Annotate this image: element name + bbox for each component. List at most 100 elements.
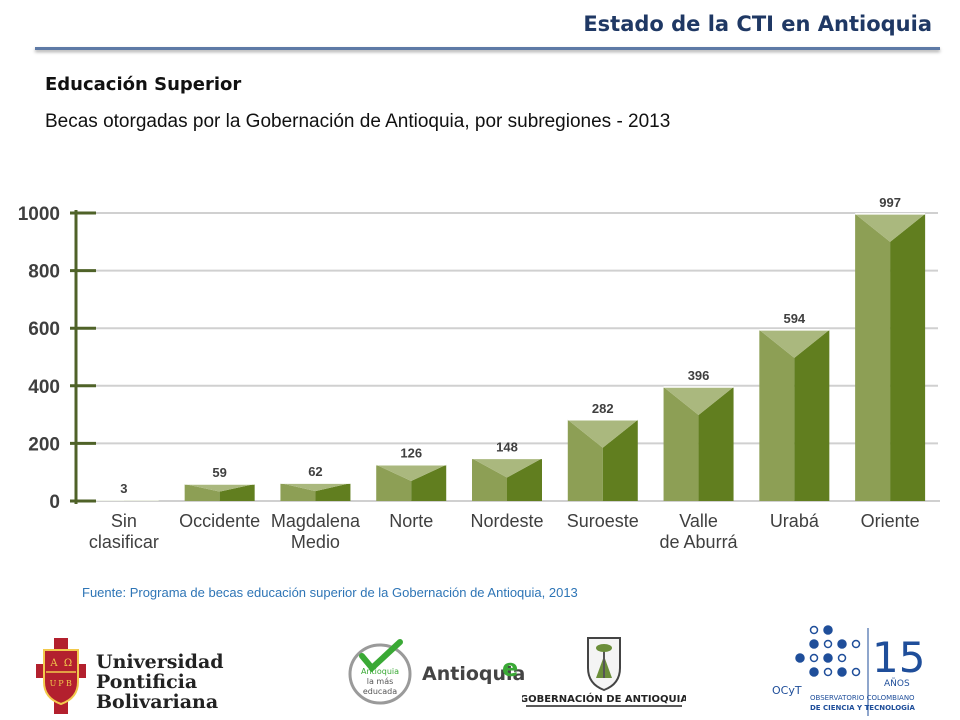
ocyt-dot	[851, 639, 861, 649]
upb-name-line-1: Universidad	[96, 651, 224, 673]
ocyt-name-line-2: DE CIENCIA Y TECNOLOGÍA	[810, 703, 916, 712]
x-tick-label: Nordeste	[470, 511, 543, 531]
bar	[567, 419, 638, 501]
bar-top	[663, 386, 734, 415]
data-label: 3	[120, 481, 127, 496]
ocyt-anos: AÑOS	[884, 678, 910, 689]
bar	[663, 386, 734, 501]
bar-top	[567, 419, 638, 448]
ocyt-dot	[809, 653, 819, 663]
bar-top	[184, 484, 255, 492]
y-tick-label: 800	[28, 262, 60, 283]
ocyt-dot	[837, 667, 847, 677]
upb-seal-omega: Ω	[64, 658, 72, 669]
upb-seal-u: U	[50, 679, 57, 688]
ocyt-dot	[809, 625, 819, 635]
slide-title: Estado de la CTI en Antioquia	[583, 12, 932, 36]
bar-face-left	[759, 329, 795, 501]
bar-face-right	[315, 483, 351, 501]
antioquia-e-mark: e	[502, 654, 518, 682]
y-tick-label: 0	[49, 492, 60, 513]
bar-face-left	[472, 458, 507, 501]
bar-face-right	[507, 458, 542, 501]
upb-name-line-2: Pontificia	[96, 671, 197, 693]
x-tick-label: de Aburrá	[660, 532, 739, 552]
ocyt-dot	[809, 667, 819, 677]
bar-top	[472, 458, 542, 478]
y-tick-label: 200	[28, 434, 60, 455]
x-tick-label: clasificar	[89, 532, 159, 552]
ocyt-name-line-1: OBSERVATORIO COLOMBIANO	[810, 694, 915, 702]
x-tick-label: Medio	[291, 532, 340, 552]
bar-face-right	[219, 484, 255, 501]
bar-face-right	[602, 419, 638, 501]
chart-caption: Becas otorgadas por la Gobernación de An…	[45, 111, 671, 132]
ocyt-dot	[823, 625, 833, 635]
upb-name-line-3: Bolivariana	[96, 691, 218, 713]
bar	[184, 483, 255, 501]
gobernacion-logo: GOBERNACIÓN DE ANTIOQUIA	[522, 637, 686, 707]
antioquia-wordmark: Antioquia	[422, 663, 525, 685]
upb-seal-alpha: A	[49, 658, 58, 669]
section-subtitle: Educación Superior	[45, 74, 242, 95]
data-label: 62	[308, 464, 322, 479]
y-tick-label: 400	[28, 377, 60, 398]
bar	[472, 457, 542, 501]
bar	[280, 482, 351, 501]
title-rule	[35, 47, 940, 50]
x-tick-label: Suroeste	[567, 511, 639, 531]
data-label: 126	[400, 446, 422, 461]
bar-face-left	[280, 483, 316, 501]
x-tick-label: Oriente	[861, 511, 920, 531]
bar-face-right	[890, 213, 926, 501]
ocyt-dot	[823, 667, 833, 677]
ocyt-dots-icon	[795, 625, 861, 677]
x-tick-label: Valle	[679, 511, 718, 531]
data-label: 594	[783, 311, 805, 326]
y-tick-label: 1000	[18, 204, 60, 225]
upb-seal-p: P	[58, 679, 64, 688]
upb-seal-icon: A Ω U P B	[36, 638, 86, 714]
bar-top	[280, 483, 351, 492]
y-tick-label: 600	[28, 319, 60, 340]
bar-face-right	[411, 464, 447, 501]
bar-face-left	[184, 484, 220, 501]
bar	[855, 213, 926, 501]
data-label: 997	[879, 195, 901, 210]
data-label: 59	[212, 465, 226, 480]
badge-line-1: Antioquia	[361, 667, 399, 676]
bar-top	[376, 464, 447, 482]
bar-face-left	[376, 464, 412, 501]
ocyt-dot	[837, 653, 847, 663]
bar-face-left	[567, 419, 603, 501]
gobernacion-wordmark: GOBERNACIÓN DE ANTIOQUIA	[522, 692, 686, 705]
x-tick-label: Urabá	[770, 511, 820, 531]
source-note: Fuente: Programa de becas educación supe…	[82, 585, 578, 600]
bar	[376, 463, 447, 501]
x-tick-label: Occidente	[179, 511, 260, 531]
bar	[759, 329, 830, 501]
bar-face-left	[855, 213, 891, 501]
data-label: 396	[688, 368, 710, 383]
badge-line-2: la más	[367, 677, 394, 686]
ocyt-dot	[851, 667, 861, 677]
data-label: 148	[496, 439, 518, 454]
ocyt-dot	[823, 653, 833, 663]
badge-line-3: educada	[363, 687, 397, 696]
bar-top	[759, 329, 830, 358]
bar	[88, 499, 159, 501]
ocyt-dot	[823, 639, 833, 649]
ocyt-dot	[795, 653, 805, 663]
antioquia-educada-logo: Antioquia la más educada Antioquia e	[348, 639, 525, 705]
x-tick-label: Sin	[111, 511, 137, 531]
bar-top	[855, 213, 926, 242]
bar-face-left	[663, 386, 699, 501]
bars	[88, 213, 926, 501]
ocyt-dot	[809, 639, 819, 649]
ocyt-short: OCyT	[772, 684, 802, 697]
ocyt-logo: 15 AÑOS OCyT OBSERVATORIO COLOMBIANO DE …	[772, 625, 925, 716]
antioquia-badge-icon: Antioquia la más educada	[348, 639, 412, 705]
x-tick-label: Magdalena	[271, 511, 361, 531]
